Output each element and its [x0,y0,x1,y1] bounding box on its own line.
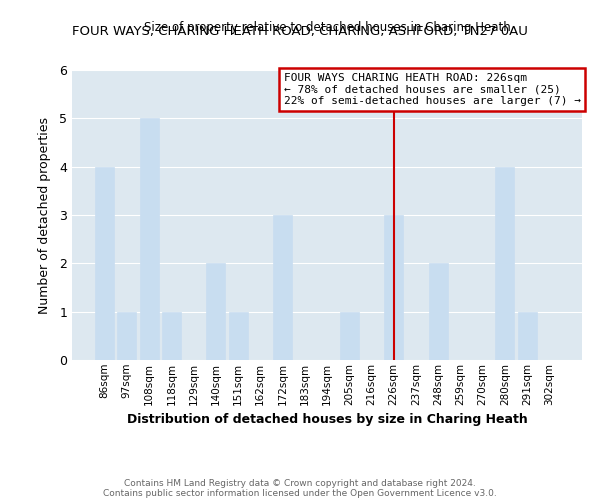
Y-axis label: Number of detached properties: Number of detached properties [38,116,51,314]
Bar [384,215,403,360]
Bar [518,312,536,360]
Bar [140,118,158,360]
Bar [273,215,292,360]
X-axis label: Distribution of detached houses by size in Charing Heath: Distribution of detached houses by size … [127,413,527,426]
Bar [229,312,248,360]
Bar [496,166,514,360]
Bar [340,312,359,360]
Text: FOUR WAYS, CHARING HEATH ROAD, CHARING, ASHFORD, TN27 0AU: FOUR WAYS, CHARING HEATH ROAD, CHARING, … [72,25,528,38]
Bar [118,312,136,360]
Text: Contains public sector information licensed under the Open Government Licence v3: Contains public sector information licen… [103,488,497,498]
Bar [206,264,225,360]
Bar [95,166,114,360]
Text: Contains HM Land Registry data © Crown copyright and database right 2024.: Contains HM Land Registry data © Crown c… [124,478,476,488]
Title: Size of property relative to detached houses in Charing Heath: Size of property relative to detached ho… [143,21,511,34]
Text: FOUR WAYS CHARING HEATH ROAD: 226sqm
← 78% of detached houses are smaller (25)
2: FOUR WAYS CHARING HEATH ROAD: 226sqm ← 7… [284,73,581,106]
Bar [429,264,448,360]
Bar [162,312,181,360]
